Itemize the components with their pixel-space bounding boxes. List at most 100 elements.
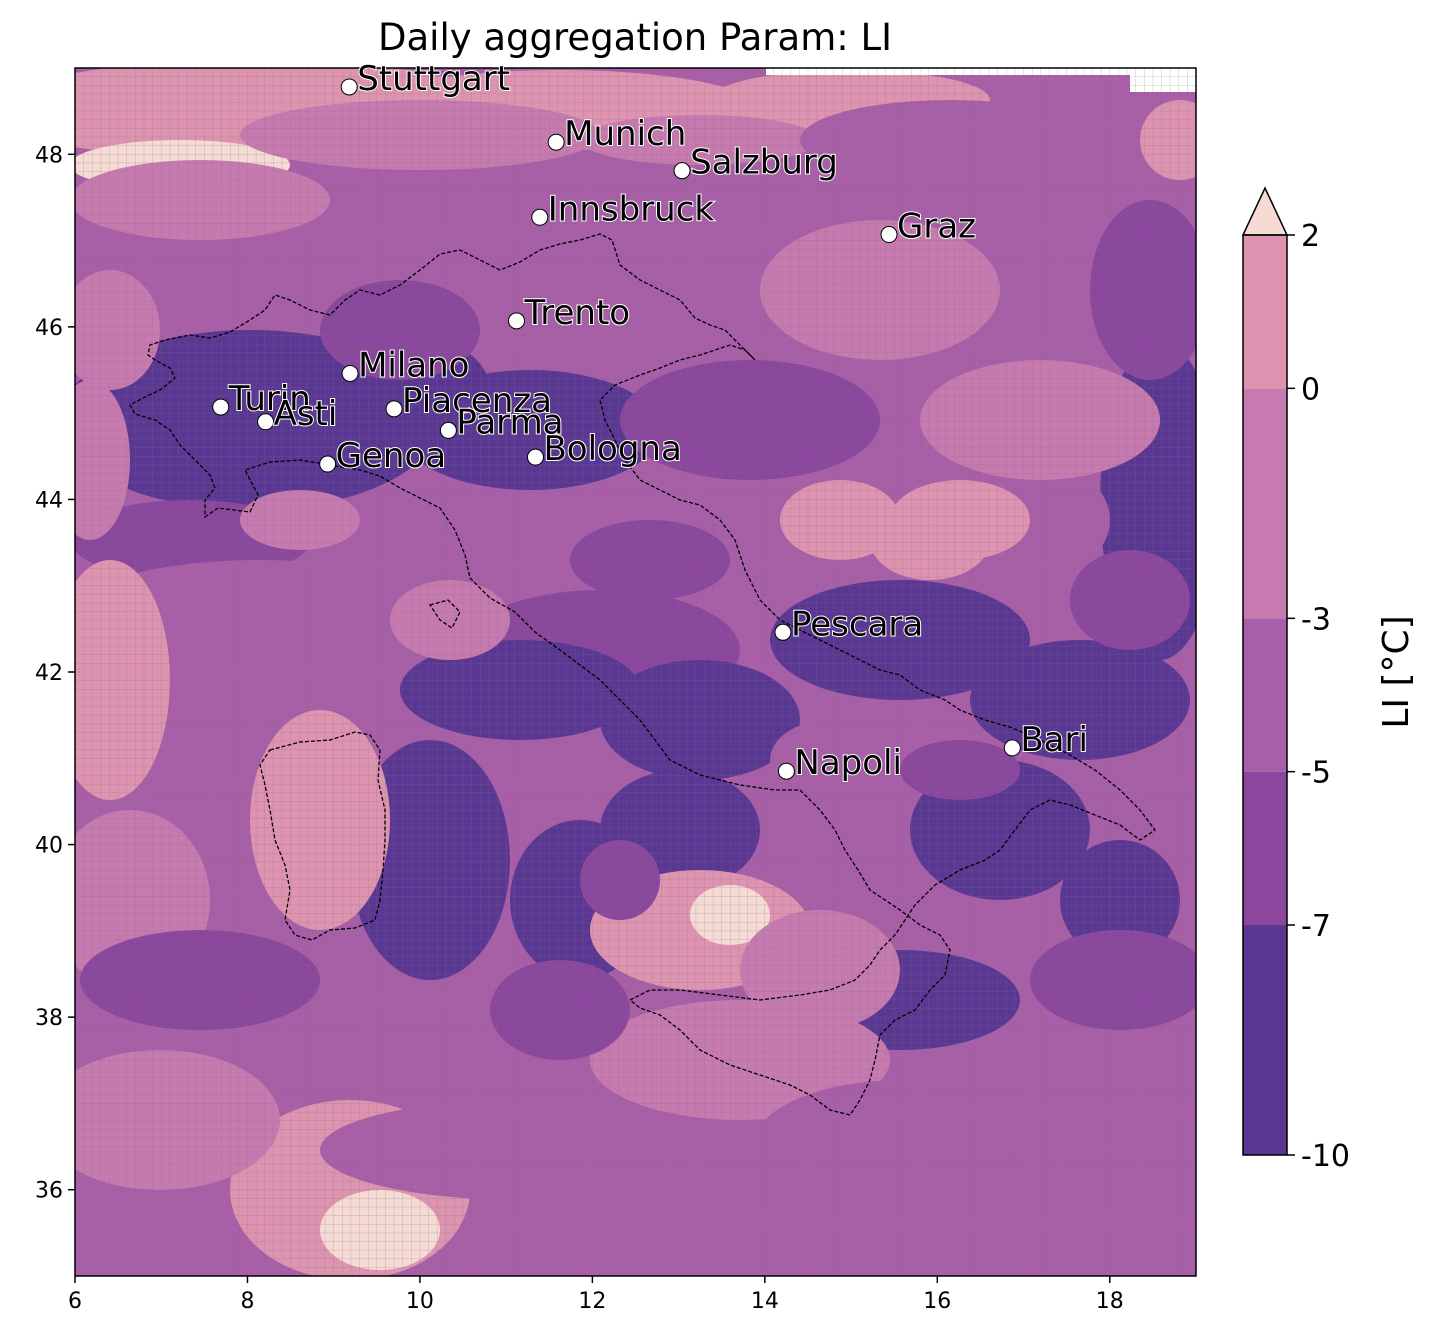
colorbar-segment (1243, 771, 1287, 925)
city-label: Genoa (336, 436, 446, 476)
city-label: Pescara (791, 604, 923, 644)
li-field-patch (620, 360, 880, 480)
li-field-patch (580, 115, 820, 165)
li-field-patch (400, 370, 660, 490)
colorbar-segment (1243, 388, 1287, 619)
li-field-patch (490, 960, 630, 1060)
city-label: Stuttgart (357, 59, 510, 99)
colorbar: -10 -7 -5 -3 0 2 LI [°C] (1241, 186, 1417, 1174)
city-marker (1003, 739, 1021, 757)
y-tick-label: 40 (35, 834, 63, 859)
li-field-patch (1060, 840, 1180, 960)
city-label: Trento (524, 293, 631, 333)
li-field-patch (390, 580, 510, 660)
y-tick-label: 38 (35, 1006, 63, 1031)
city-marker (439, 421, 457, 439)
li-field-patch (240, 490, 360, 550)
city-marker (526, 448, 544, 466)
li-field-patch (760, 220, 1000, 360)
grid-cell-lines (75, 68, 1196, 1276)
city-marker (880, 226, 898, 244)
city-label: Graz (897, 207, 976, 247)
sardinia-coastline (259, 731, 386, 941)
city-marker (341, 364, 359, 382)
li-field-patch (870, 500, 990, 580)
li-field-patch (1140, 100, 1196, 180)
colorbar-tick-label: -5 (1301, 756, 1331, 791)
city-label: Bari (1020, 720, 1088, 760)
no-data-strip (766, 68, 1196, 75)
figure-title: Daily aggregation Param: LI (378, 16, 892, 59)
li-field-patch (1070, 550, 1190, 650)
li-field-patch (320, 1190, 440, 1270)
colorbar-tick-label: -3 (1301, 602, 1331, 637)
y-tick-label: 46 (35, 316, 63, 341)
y-tick-label: 48 (35, 143, 63, 168)
city-marker (257, 413, 275, 431)
colorbar-label: LI [°C] (1376, 615, 1417, 728)
city-label: Bologna (543, 429, 681, 469)
corsica-coastline (428, 599, 461, 629)
x-tick-label: 18 (1096, 1289, 1124, 1314)
x-tick-label: 14 (751, 1289, 779, 1314)
x-tick-label: 12 (578, 1289, 606, 1314)
city-marker (319, 455, 337, 473)
li-field-patch (900, 740, 1020, 800)
city-label: Piacenza (402, 381, 552, 421)
li-field-patch (800, 100, 1100, 180)
li-field-patch (250, 710, 390, 930)
li-field-patch (75, 560, 460, 680)
li-field-patch (320, 1100, 720, 1200)
city-label: Parma (456, 402, 563, 442)
y-tick-label: 44 (35, 488, 63, 513)
colorbar-segment (1243, 235, 1287, 389)
li-field-patch (690, 885, 770, 945)
city-label: Turin (228, 379, 311, 419)
city-marker (212, 398, 230, 416)
li-field-patch (75, 1050, 280, 1190)
li-field-patch (1090, 200, 1196, 380)
city-marker (385, 400, 403, 418)
city-label: Munich (564, 114, 686, 154)
x-tick-label: 10 (406, 1289, 434, 1314)
x-tick-label: 16 (923, 1289, 951, 1314)
x-tick-label: 8 (240, 1289, 254, 1314)
axis-ticks: 6 8 10 12 14 16 18 36 38 40 42 44 46 48 (35, 143, 1124, 1314)
li-field-patch (920, 360, 1160, 480)
y-tick-label: 36 (35, 1179, 63, 1204)
city-label: Asti (274, 394, 338, 434)
italy-coastline (129, 233, 1156, 1116)
li-field-patch (80, 930, 320, 1030)
colorbar-extend-max (1241, 186, 1289, 236)
city-marker (547, 133, 565, 151)
li-field-patch (75, 270, 160, 390)
li-field-patch (980, 1020, 1196, 1180)
city-label: Napoli (794, 743, 902, 783)
y-tick-label: 42 (35, 661, 63, 686)
li-field-patch (75, 380, 130, 540)
city-marker (777, 762, 795, 780)
city-marker (774, 623, 792, 641)
no-data-corner (1130, 68, 1196, 92)
li-field-patch (770, 580, 1030, 700)
colorbar-tick-label: 2 (1301, 219, 1320, 254)
colorbar-tick-label: -10 (1301, 1139, 1350, 1174)
li-field-patch (600, 660, 800, 780)
map-plot-area (75, 68, 1196, 1276)
city-marker (673, 162, 691, 180)
li-field-patch (1030, 930, 1196, 1030)
li-field-patch (580, 840, 660, 920)
li-field-patch (75, 560, 170, 800)
li-field-patch (320, 280, 480, 380)
colorbar-segment (1243, 618, 1287, 772)
coastlines (129, 233, 1156, 1116)
city-label: Innsbruck (548, 189, 715, 229)
colorbar-frame (1242, 234, 1288, 1156)
city-label: Milano (358, 345, 469, 385)
grid-mesh (75, 68, 1196, 1276)
li-field-patch (750, 1080, 1050, 1220)
li-field-patch (590, 1000, 890, 1120)
city-marker (508, 312, 526, 330)
